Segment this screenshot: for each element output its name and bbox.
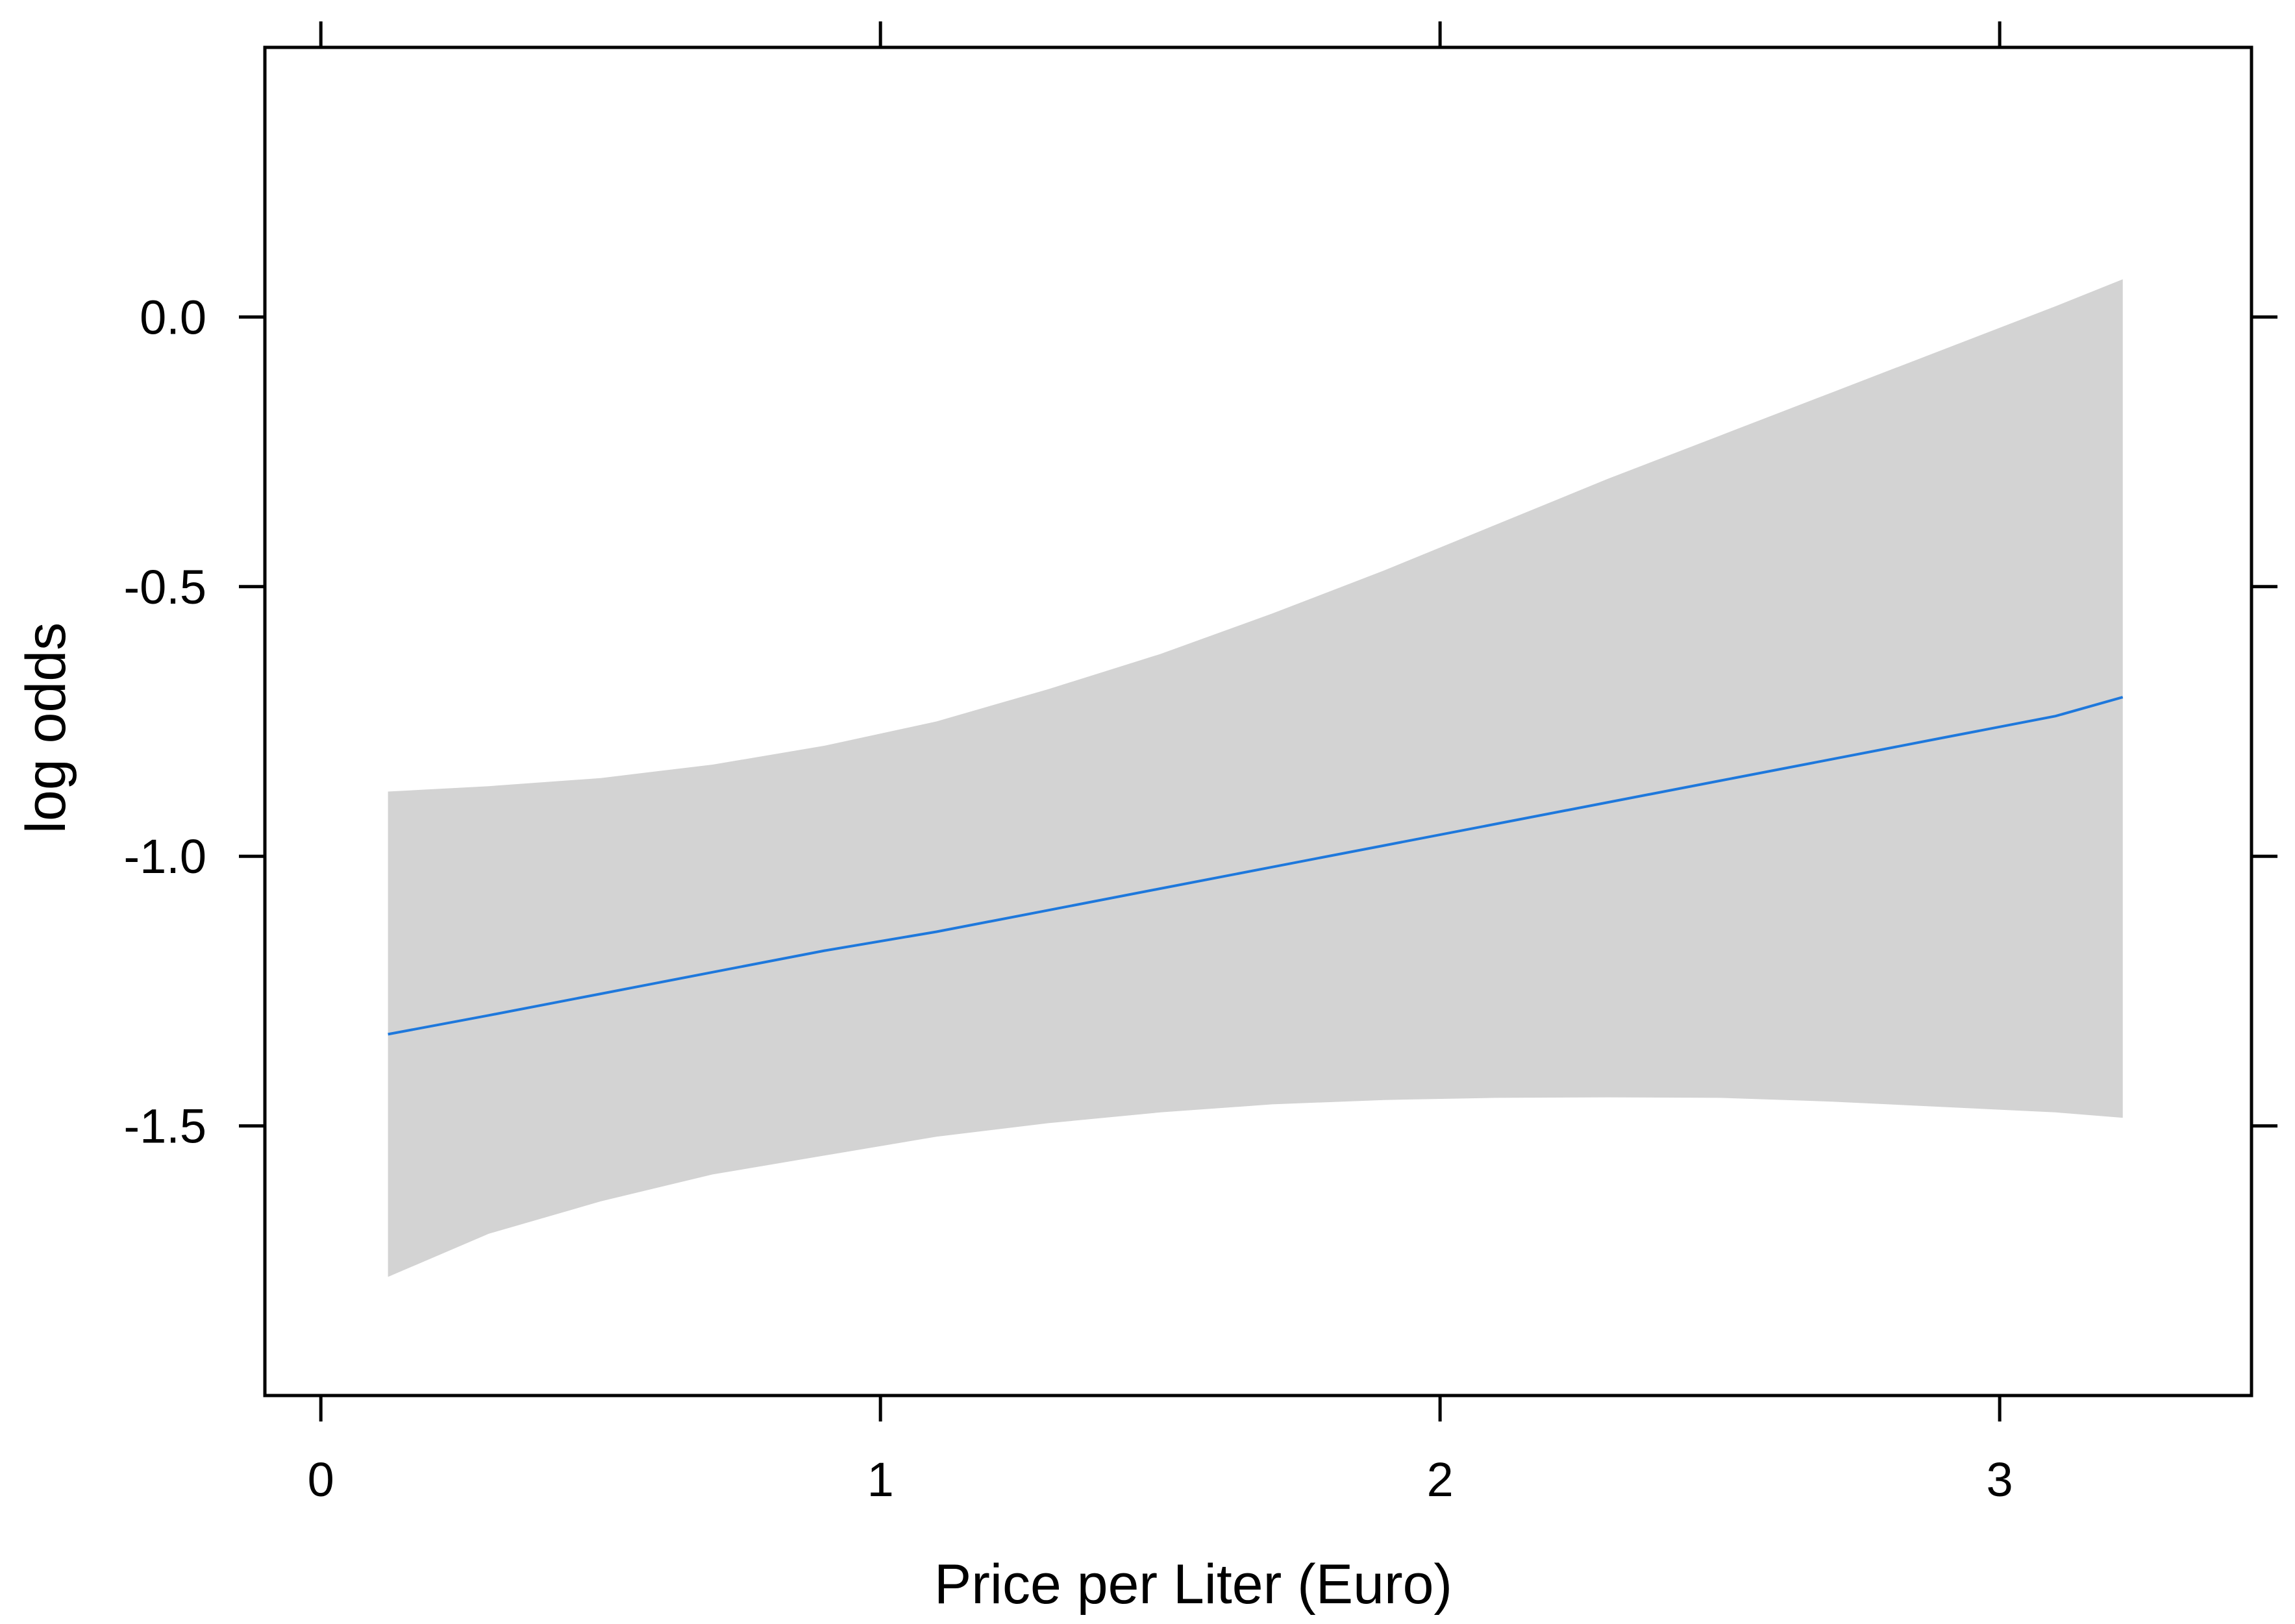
x-tick-label: 1 bbox=[867, 1453, 894, 1507]
x-axis-label: Price per Liter (Euro) bbox=[934, 1553, 1452, 1616]
confidence-band bbox=[388, 279, 2123, 1277]
y-tick-label: -1.5 bbox=[123, 1100, 206, 1153]
y-tick-label: -1.0 bbox=[123, 830, 206, 883]
tick-layer: 0 1 2 3 0.0 -0.5 -1.0 -1.5 bbox=[123, 21, 2277, 1507]
confidence-band-layer bbox=[388, 279, 2123, 1277]
y-axis-label: log odds bbox=[15, 622, 77, 833]
x-tick-label: 3 bbox=[1987, 1453, 2013, 1507]
plot-frame bbox=[263, 45, 2253, 1397]
y-tick-label: -0.5 bbox=[123, 560, 206, 614]
y-tick-label: 0.0 bbox=[140, 290, 206, 344]
series-line-0 bbox=[388, 696, 2124, 1036]
x-tick-label: 0 bbox=[308, 1453, 334, 1507]
series-line-layer bbox=[388, 696, 2124, 1036]
x-tick-label: 2 bbox=[1427, 1453, 1454, 1507]
